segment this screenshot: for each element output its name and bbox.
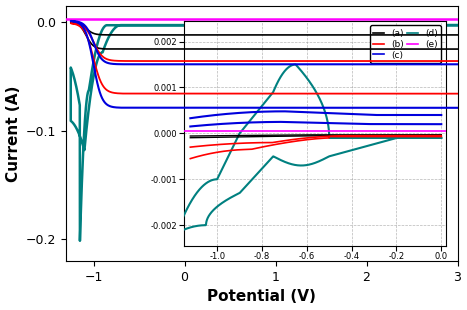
X-axis label: Potential (V): Potential (V)	[207, 290, 316, 304]
Y-axis label: Current (A): Current (A)	[6, 85, 21, 182]
